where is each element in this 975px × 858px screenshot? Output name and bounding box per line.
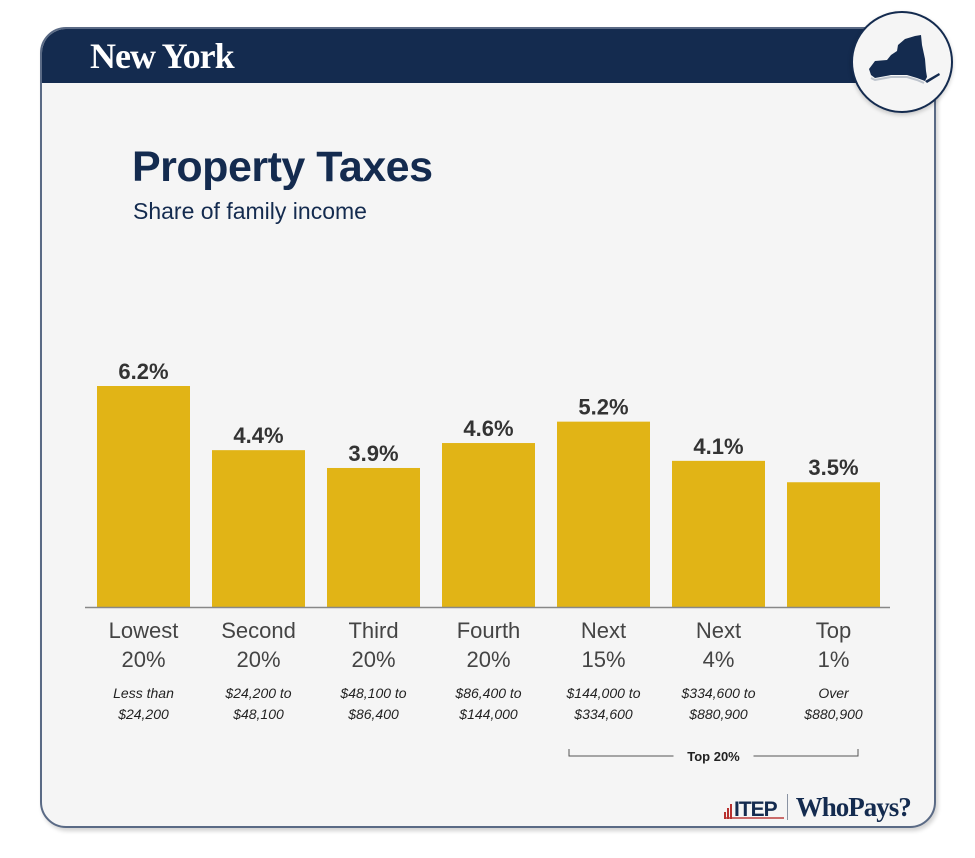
value-label: 4.4% [233, 423, 283, 448]
income-range-label: Over [818, 685, 850, 701]
income-range-label: Less than [113, 685, 174, 701]
income-range-label: $86,400 to [454, 685, 521, 701]
value-label: 4.6% [463, 416, 513, 441]
category-label: Second [221, 618, 296, 643]
income-range-label: $334,600 [573, 706, 633, 722]
bar [672, 460, 765, 607]
bar [97, 386, 190, 607]
category-label: 20% [466, 647, 510, 672]
bar [557, 421, 650, 607]
value-label: 3.5% [808, 455, 858, 480]
category-label: Third [348, 618, 398, 643]
category-label: Next [581, 618, 626, 643]
income-range-label: $144,000 [458, 706, 518, 722]
value-label: 5.2% [578, 395, 628, 420]
income-range-label: $880,900 [688, 706, 748, 722]
category-label: Fourth [457, 618, 521, 643]
bar [327, 467, 420, 607]
itep-bars-icon [724, 801, 732, 819]
category-label: 20% [121, 647, 165, 672]
top20-bracket-left [568, 749, 674, 757]
bar [212, 450, 305, 607]
itep-wordmark: ITEP [734, 798, 778, 821]
bar [787, 482, 880, 607]
category-label: Top [816, 618, 851, 643]
state-name: New York [90, 36, 235, 76]
income-range-label: $48,100 [232, 706, 284, 722]
category-label: 1% [818, 647, 850, 672]
category-label: 20% [236, 647, 280, 672]
category-label: 15% [581, 647, 625, 672]
itep-logo: ITEP [724, 795, 784, 821]
top20-bracket-right [753, 749, 859, 757]
category-label: Next [696, 618, 741, 643]
top20-annotation: Top 20% [687, 749, 740, 764]
income-range-label: $86,400 [347, 706, 399, 722]
footer-logo: ITEP WhoPays? [724, 791, 912, 823]
value-label: 3.9% [348, 441, 398, 466]
whopays-wordmark: WhoPays? [795, 791, 912, 822]
category-label: 4% [703, 647, 735, 672]
chart-subtitle: Share of family income [133, 198, 367, 224]
income-range-label: $48,100 to [339, 685, 406, 701]
bar [442, 443, 535, 607]
value-label: 6.2% [118, 359, 168, 384]
new-york-state-icon [869, 35, 940, 84]
income-range-label: $880,900 [803, 706, 863, 722]
category-label: Lowest [109, 618, 179, 643]
state-badge [851, 11, 953, 113]
header-band: New York [42, 29, 934, 83]
income-range-label: $334,600 to [681, 685, 756, 701]
category-label: 20% [351, 647, 395, 672]
income-range-label: $24,200 [117, 706, 169, 722]
logo-divider [786, 794, 788, 820]
income-range-label: $24,200 to [224, 685, 291, 701]
value-label: 4.1% [693, 434, 743, 459]
itep-tagline [724, 817, 784, 819]
chart-title: Property Taxes [132, 143, 433, 191]
income-range-label: $144,000 to [566, 685, 641, 701]
